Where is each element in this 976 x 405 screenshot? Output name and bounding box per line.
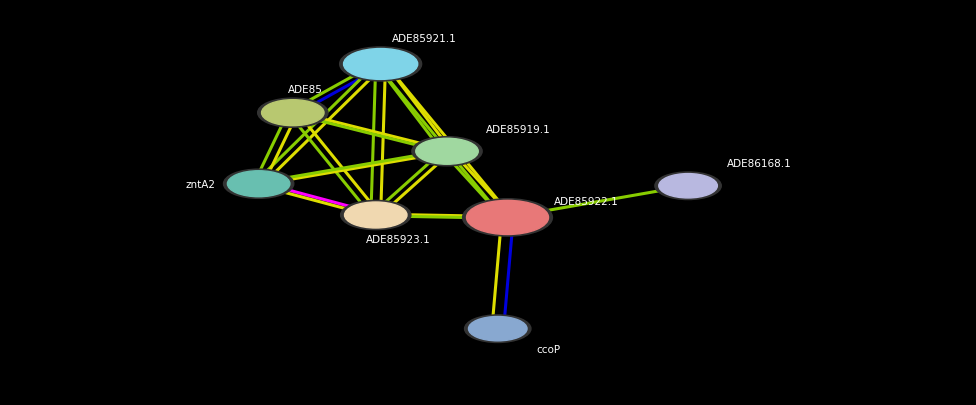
Circle shape <box>467 201 549 235</box>
Circle shape <box>416 139 478 165</box>
Circle shape <box>258 99 328 128</box>
Circle shape <box>341 201 411 230</box>
Circle shape <box>655 173 721 200</box>
Circle shape <box>412 137 482 166</box>
Circle shape <box>468 317 527 341</box>
Text: ADE85922.1: ADE85922.1 <box>554 197 619 207</box>
Circle shape <box>344 49 418 80</box>
Text: zntA2: zntA2 <box>185 179 216 189</box>
Text: ADE86168.1: ADE86168.1 <box>727 159 792 169</box>
Circle shape <box>340 48 422 82</box>
Circle shape <box>227 171 290 197</box>
Circle shape <box>659 174 717 198</box>
Circle shape <box>262 100 324 126</box>
Text: ADE85923.1: ADE85923.1 <box>366 234 430 244</box>
Circle shape <box>465 315 531 343</box>
Text: ADE85921.1: ADE85921.1 <box>392 34 457 43</box>
Text: ADE85919.1: ADE85919.1 <box>486 125 550 134</box>
Text: ccoP: ccoP <box>537 344 561 354</box>
Circle shape <box>463 199 552 237</box>
Text: ADE85: ADE85 <box>288 85 323 95</box>
Circle shape <box>224 170 294 199</box>
Circle shape <box>345 202 407 228</box>
